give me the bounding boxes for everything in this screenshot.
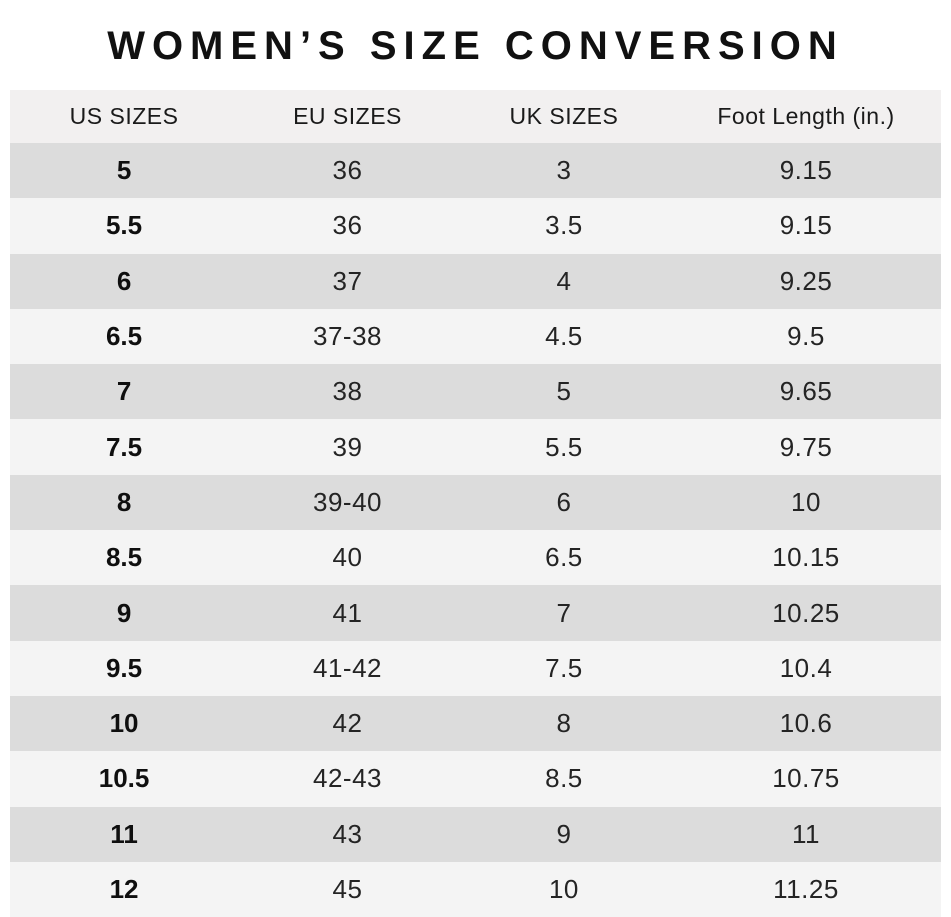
foot-length-cell: 9.15 [779, 210, 833, 241]
us-sizes-header: US SIZES [10, 90, 239, 143]
eu-size-cell: 42 [332, 708, 363, 739]
uk-size-cell: 10 [548, 874, 579, 904]
table-header-row: US SIZES EU SIZES UK SIZES Foot Length (… [10, 90, 941, 143]
uk-size-cell: 5 [556, 376, 572, 407]
title-bar: WOMEN’S SIZE CONVERSION [0, 0, 951, 90]
foot-length-cell: 10.4 [779, 652, 833, 683]
eu-size-cell: 37 [332, 265, 363, 296]
us-size-cell: 6 [116, 265, 132, 296]
table-row: 5 36 3 9.15 [10, 143, 941, 199]
table-row: 7.5 39 5.5 9.75 [10, 419, 941, 475]
table-row: 11 43 9 11 [10, 806, 941, 862]
uk-size-cell: 7.5 [545, 652, 583, 683]
us-size-cell: 5.5 [105, 210, 143, 241]
table-row: 8 39-40 6 10 [10, 474, 941, 531]
eu-size-cell: 39-40 [312, 486, 382, 517]
size-conversion-table: US SIZES EU SIZES UK SIZES Foot Length (… [10, 90, 941, 917]
uk-sizes-header: UK SIZES [456, 90, 671, 143]
eu-size-cell: 41-42 [312, 652, 382, 683]
uk-size-cell: 9 [556, 818, 572, 849]
foot-length-cell: 9.5 [787, 321, 825, 352]
table-row: 7 38 5 9.65 [10, 364, 941, 420]
us-size-cell: 8.5 [105, 542, 143, 573]
eu-size-cell: 40 [332, 542, 363, 573]
eu-size-cell: 43 [332, 818, 363, 849]
uk-size-cell: 8 [556, 708, 572, 739]
us-size-cell: 11 [110, 818, 138, 849]
table-row: 6 37 4 9.25 [10, 253, 941, 309]
table-row: 9.5 41-42 7.5 10.4 [10, 640, 941, 696]
foot-length-cell: 10.75 [772, 763, 840, 794]
eu-size-cell: 37-38 [312, 321, 382, 352]
uk-size-cell: 3 [556, 155, 572, 186]
foot-length-cell: 9.25 [779, 265, 833, 296]
table-row: 8.5 40 6.5 10.15 [10, 530, 941, 586]
uk-size-cell: 6.5 [545, 542, 583, 573]
uk-size-cell: 5.5 [545, 431, 583, 462]
us-size-cell: 6.5 [105, 321, 143, 352]
table-row: 10.5 42-43 8.5 10.75 [10, 751, 941, 807]
eu-size-cell: 42-43 [312, 763, 382, 794]
table-row: 6.5 37-38 4.5 9.5 [10, 308, 941, 365]
us-size-cell: 12 [109, 874, 139, 904]
eu-size-cell: 45 [332, 874, 363, 904]
foot-length-header: Foot Length (in.) [671, 90, 941, 143]
uk-size-cell: 3.5 [545, 210, 583, 241]
foot-length-cell: 9.65 [779, 376, 833, 407]
foot-length-cell: 9.75 [779, 431, 833, 462]
uk-size-cell: 8.5 [545, 763, 583, 794]
eu-size-cell: 38 [332, 376, 363, 407]
table-row: 5.5 36 3.5 9.15 [10, 198, 941, 254]
table-row: 9 41 7 10.25 [10, 585, 941, 641]
table-row: 12 45 10 11.25 [10, 861, 941, 917]
foot-length-cell: 10.25 [772, 597, 840, 628]
size-table-body: 5 36 3 9.15 5.5 36 3.5 9.15 6 37 4 9.25 6.5 37-38 4.5 9… [10, 143, 941, 917]
uk-size-cell: 6 [556, 486, 572, 517]
us-size-cell: 5 [116, 155, 132, 186]
eu-sizes-header: EU SIZES [238, 90, 457, 143]
us-size-cell: 7 [116, 376, 132, 407]
us-size-cell: 10 [109, 708, 139, 739]
us-size-cell: 10.5 [98, 763, 150, 794]
foot-length-cell: 9.15 [779, 155, 833, 186]
us-size-cell: 8 [116, 486, 132, 517]
us-size-cell: 9.5 [105, 652, 143, 683]
uk-size-cell: 7 [556, 597, 572, 628]
foot-length-cell: 10.6 [779, 708, 833, 739]
foot-length-cell: 11 [792, 818, 820, 849]
foot-length-cell: 10.15 [772, 542, 840, 573]
eu-size-cell: 36 [332, 210, 363, 241]
eu-size-cell: 41 [332, 597, 363, 628]
foot-length-cell: 10 [791, 486, 821, 517]
eu-size-cell: 39 [332, 431, 363, 462]
table-row: 10 42 8 10.6 [10, 695, 941, 752]
uk-size-cell: 4 [556, 265, 572, 296]
us-size-cell: 7.5 [105, 431, 143, 462]
uk-size-cell: 4.5 [545, 321, 583, 352]
page-title: WOMEN’S SIZE CONVERSION [107, 23, 844, 68]
foot-length-cell: 11.25 [773, 874, 839, 904]
us-size-cell: 9 [116, 597, 132, 628]
eu-size-cell: 36 [332, 155, 363, 186]
